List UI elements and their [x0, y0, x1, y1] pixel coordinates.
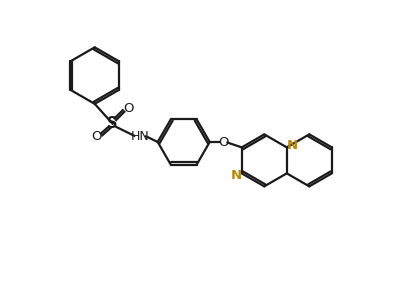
Text: O: O [92, 130, 102, 143]
Text: N: N [286, 139, 298, 152]
Text: O: O [123, 102, 133, 114]
Text: S: S [107, 116, 118, 131]
Text: N: N [231, 169, 242, 182]
Text: O: O [218, 135, 229, 149]
Text: HN: HN [131, 130, 149, 143]
